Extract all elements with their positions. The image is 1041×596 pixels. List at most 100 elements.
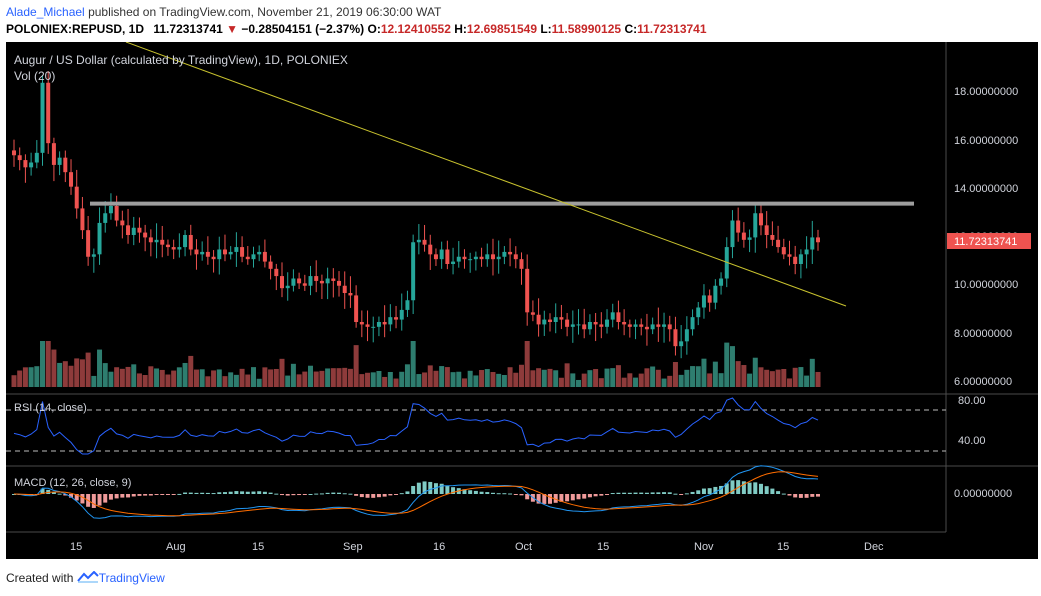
candle-body xyxy=(673,329,678,347)
volume-bar xyxy=(456,371,462,387)
rsi-legend: RSI (14, close) xyxy=(14,402,87,414)
volume-bar xyxy=(804,375,810,387)
candle-body xyxy=(240,247,245,257)
volume-bar xyxy=(587,370,593,387)
candle-body xyxy=(234,247,239,252)
chart-area[interactable]: Augur / US Dollar (calculated by Trading… xyxy=(6,42,1038,559)
candle-body xyxy=(205,251,210,257)
macd-hist-bar xyxy=(331,492,336,494)
candle-body xyxy=(160,239,165,245)
volume-bar xyxy=(581,373,587,387)
macd-hist-bar xyxy=(359,494,364,498)
volume-bar xyxy=(604,368,610,387)
tradingview-link[interactable]: TradingView xyxy=(98,571,165,585)
candle-body xyxy=(359,322,364,325)
volume-bar xyxy=(57,362,63,387)
macd-hist-bar xyxy=(599,494,604,496)
candle-body xyxy=(354,295,359,322)
volume-bar xyxy=(467,370,473,387)
candle-body xyxy=(490,254,495,260)
macd-hist-bar xyxy=(280,494,284,496)
volume-bar xyxy=(484,369,490,387)
candle-body xyxy=(257,251,262,255)
trendline[interactable] xyxy=(125,42,847,307)
macd-hist-bar xyxy=(51,492,56,494)
volume-bar xyxy=(51,349,57,387)
macd-hist-bar xyxy=(553,494,558,503)
candle-body xyxy=(405,300,410,310)
macd-hist-bar xyxy=(325,492,330,494)
candle-body xyxy=(302,283,307,286)
candle-body xyxy=(496,256,501,260)
volume-bar xyxy=(216,369,222,387)
macd-hist-bar xyxy=(781,493,786,495)
volume-bar xyxy=(193,369,199,387)
candle-body xyxy=(433,254,438,260)
volume-bar xyxy=(650,366,656,387)
time-tick: 15 xyxy=(777,541,789,553)
publisher-link[interactable]: Alade_Michael xyxy=(6,5,85,19)
volume-bar xyxy=(627,373,633,387)
candle-body xyxy=(439,249,444,260)
macd-hist-bar xyxy=(753,482,758,494)
volume-bar xyxy=(222,376,228,387)
current-price-tag xyxy=(947,233,1031,249)
candle-body xyxy=(468,259,473,261)
down-arrow-icon: ▼ xyxy=(226,22,239,36)
tradingview-logo-icon[interactable] xyxy=(76,570,99,586)
volume-bar xyxy=(518,364,524,387)
candle-body xyxy=(411,242,416,301)
candle-body xyxy=(40,82,45,153)
volume-bar xyxy=(655,369,661,387)
candle-body xyxy=(376,322,381,327)
volume-bar xyxy=(553,370,559,387)
volume-bar xyxy=(382,376,388,387)
macd-hist-bar xyxy=(354,494,359,496)
volume-bar xyxy=(165,374,171,387)
candle-body xyxy=(365,324,370,327)
chart-svg[interactable]: Augur / US Dollar (calculated by Trading… xyxy=(6,42,1038,559)
macd-hist-bar xyxy=(114,494,119,499)
macd-hist-bar xyxy=(776,491,781,494)
close-label: C: xyxy=(624,22,638,36)
macd-hist-bar xyxy=(274,493,279,495)
macd-hist-bar xyxy=(542,494,547,504)
candle-body xyxy=(690,317,695,330)
volume-bar xyxy=(416,374,422,387)
macd-hist-bar xyxy=(217,492,222,494)
macd-hist-bar xyxy=(798,494,803,498)
volume-bar xyxy=(302,371,308,387)
macd-hist-bar xyxy=(285,494,290,496)
rsi-tick: 40.00 xyxy=(958,435,986,447)
candle-body xyxy=(736,220,741,233)
candle-body xyxy=(331,278,336,281)
volume-bar xyxy=(365,372,371,387)
macd-hist-bar xyxy=(719,485,724,494)
macd-hist-bar xyxy=(610,493,615,495)
candle-body xyxy=(382,322,387,325)
macd-hist-bar xyxy=(536,494,541,504)
macd-hist-bar xyxy=(701,488,706,494)
volume-bar xyxy=(370,372,376,387)
candle-body xyxy=(126,225,131,235)
volume-bar xyxy=(769,371,775,387)
macd-hist-bar xyxy=(365,494,370,498)
volume-bar xyxy=(313,371,319,387)
close-value: 11.72313741 xyxy=(637,22,707,36)
volume-bar xyxy=(45,341,51,387)
macd-hist-bar xyxy=(399,493,404,495)
volume-bar xyxy=(239,368,245,387)
candlesticks xyxy=(12,71,820,359)
macd-hist-bar xyxy=(451,487,456,494)
macd-hist-bar xyxy=(428,481,433,494)
volume-bar xyxy=(34,366,40,387)
symbol: POLONIEX:REPUSD, 1D xyxy=(6,22,145,36)
price-tick: 8.00000000 xyxy=(954,328,1012,340)
macd-hist-bar xyxy=(154,494,159,496)
volume-bar xyxy=(433,370,439,387)
macd-hist-bar xyxy=(103,494,108,503)
macd-hist-bar xyxy=(291,494,296,496)
macd-hist-bar xyxy=(337,492,342,494)
volume-bar xyxy=(513,372,519,387)
volume-bar xyxy=(79,359,85,387)
